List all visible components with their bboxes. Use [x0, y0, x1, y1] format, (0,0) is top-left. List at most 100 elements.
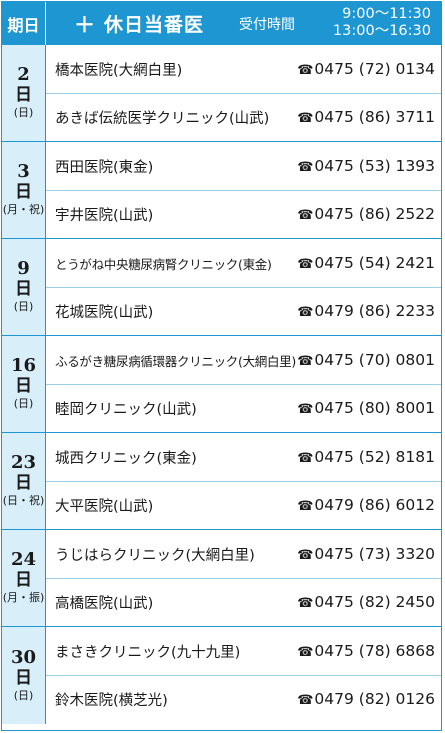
clinic-phone: ☎0475 (52) 8181 [297, 448, 435, 466]
clinic-name: まさきクリニック(九十九里) [55, 644, 241, 661]
clinic-name: 鈴木医院(横芝光) [55, 692, 168, 709]
date-day-char: 日 [15, 376, 32, 396]
date-cell: 2 日 (日) [2, 45, 46, 141]
clinic-name: 睦岡クリニック(山武) [55, 401, 197, 418]
telephone-icon: ☎ [297, 548, 314, 563]
table-title: ＋ 休日当番医 [74, 2, 204, 45]
clinic-row: 高橋医院(山武) ☎0475 (82) 2450 [46, 578, 441, 626]
clinic-row: あきば伝統医学クリニック(山武) ☎0475 (86) 3711 [46, 93, 441, 141]
clinic-phone: ☎0475 (70) 0801 [297, 351, 435, 369]
telephone-icon: ☎ [297, 208, 314, 223]
clinic-row: ふるがき糖尿病循環器クリニック(大網白里) ☎0475 (70) 0801 [46, 336, 441, 385]
date-group: 2 日 (日) 橋本医院(大網白里) ☎0475 (72) 0134 あきば伝統医学クリニ… [2, 45, 441, 142]
clinic-name: 高橋医院(山武) [55, 595, 154, 612]
date-group: 9 日 (日) とうがね中央糖尿病腎クリニック(東金) ☎0475 (54) 2421 花… [2, 239, 441, 336]
date-number: 3 [17, 161, 30, 182]
date-day-char: 日 [15, 570, 32, 590]
clinic-name: 大平医院(山武) [55, 498, 154, 515]
date-cell: 24 日 (月・振) [2, 530, 46, 626]
clinic-row: 鈴木医院(横芝光) ☎0479 (82) 0126 [46, 675, 441, 723]
phone-number: 0475 (80) 8001 [314, 399, 435, 417]
clinic-name: ふるがき糖尿病循環器クリニック(大網白里) [55, 353, 296, 369]
clinic-row: 睦岡クリニック(山武) ☎0475 (80) 8001 [46, 384, 441, 432]
date-weekday: (日) [13, 688, 34, 702]
date-day-char: 日 [15, 182, 32, 202]
clinic-row: まさきクリニック(九十九里) ☎0475 (78) 6868 [46, 627, 441, 676]
date-number: 30 [10, 646, 37, 668]
clinic-row: とうがね中央糖尿病腎クリニック(東金) ☎0475 (54) 2421 [46, 239, 441, 288]
hours-afternoon: 13:00〜16:30 [332, 23, 431, 39]
phone-number: 0475 (54) 2421 [314, 254, 435, 272]
date-group: 3 日 (月・祝) 西田医院(東金) ☎0475 (53) 1393 宇井医院(山武) ☎0… [2, 142, 441, 239]
date-day-char: 日 [15, 667, 32, 688]
phone-number: 0475 (72) 0134 [314, 60, 435, 78]
telephone-icon: ☎ [297, 645, 314, 660]
phone-number: 0475 (53) 1393 [314, 157, 435, 175]
telephone-icon: ☎ [297, 354, 314, 369]
telephone-icon: ☎ [297, 499, 314, 514]
hours-morning: 9:00〜11:30 [342, 6, 431, 22]
medical-cross-icon: ＋ [74, 12, 96, 37]
clinic-phone: ☎0475 (86) 3711 [297, 108, 435, 126]
clinic-phone: ☎0479 (86) 2233 [297, 302, 435, 320]
clinic-name: 花城医院(山武) [55, 304, 154, 321]
clinic-row: 城西クリニック(東金) ☎0475 (52) 8181 [46, 433, 441, 482]
clinic-row: 橋本医院(大網白里) ☎0475 (72) 0134 [46, 45, 441, 94]
clinic-row: 宇井医院(山武) ☎0475 (86) 2522 [46, 190, 441, 238]
table-header: 期日 ＋ 休日当番医 受付時間 9:00〜11:30 13:00〜16:30 [2, 2, 441, 45]
phone-number: 0475 (86) 3711 [314, 108, 435, 126]
date-number: 16 [10, 355, 37, 376]
date-cell: 9 日 (日) [2, 239, 46, 335]
date-weekday: (日) [13, 397, 34, 410]
phone-number: 0475 (73) 3320 [314, 545, 435, 563]
reception-hours: 9:00〜11:30 13:00〜16:30 [333, 6, 431, 40]
clinic-phone: ☎0475 (86) 2522 [297, 205, 435, 223]
clinic-name: とうがね中央糖尿病腎クリニック(東金) [55, 256, 272, 272]
date-weekday: (月・振) [2, 591, 45, 604]
date-weekday: (日) [13, 106, 34, 119]
date-group: 16 日 (日) ふるがき糖尿病循環器クリニック(大網白里) ☎0475 (70) 08… [2, 336, 441, 433]
date-cell: 30 日 (日) [2, 627, 46, 724]
clinic-phone: ☎0479 (82) 0126 [297, 690, 435, 708]
clinic-row: 西田医院(東金) ☎0475 (53) 1393 [46, 142, 441, 191]
telephone-icon: ☎ [297, 451, 314, 466]
title-text: 休日当番医 [104, 14, 205, 36]
clinic-phone: ☎0475 (72) 0134 [297, 60, 435, 78]
clinic-name: うじはらクリニック(大網白里) [55, 547, 255, 564]
telephone-icon: ☎ [297, 160, 314, 175]
clinic-phone: ☎0475 (78) 6868 [297, 642, 435, 660]
clinic-phone: ☎0475 (80) 8001 [297, 399, 435, 417]
telephone-icon: ☎ [297, 111, 314, 126]
phone-number: 0475 (78) 6868 [314, 642, 435, 660]
phone-number: 0475 (70) 0801 [314, 351, 435, 369]
clinic-name: あきば伝統医学クリニック(山武) [55, 110, 270, 127]
telephone-icon: ☎ [297, 402, 314, 417]
date-number: 9 [17, 258, 30, 279]
telephone-icon: ☎ [297, 596, 314, 611]
date-group: 23 日 (日・祝) 城西クリニック(東金) ☎0475 (52) 8181 大平医院(山… [2, 433, 441, 530]
date-day-char: 日 [15, 85, 32, 105]
clinic-name: 橋本医院(大網白里) [55, 62, 183, 79]
clinic-phone: ☎0475 (53) 1393 [297, 157, 435, 175]
clinic-phone: ☎0475 (82) 2450 [297, 593, 435, 611]
date-day-char: 日 [15, 473, 32, 493]
date-weekday: (月・祝) [2, 203, 45, 216]
clinic-phone: ☎0479 (86) 6012 [297, 496, 435, 514]
table-body: 2 日 (日) 橋本医院(大網白里) ☎0475 (72) 0134 あきば伝統医学クリニ… [2, 45, 441, 724]
clinic-name: 宇井医院(山武) [55, 207, 154, 224]
date-number: 2 [17, 64, 30, 85]
date-number: 24 [10, 549, 37, 570]
clinic-name: 城西クリニック(東金) [55, 450, 197, 467]
date-cell: 23 日 (日・祝) [2, 433, 46, 529]
phone-number: 0479 (82) 0126 [314, 690, 435, 708]
date-weekday: (日・祝) [2, 494, 45, 507]
day-column-header: 期日 [2, 2, 46, 45]
telephone-icon: ☎ [297, 693, 314, 708]
phone-number: 0475 (52) 8181 [314, 448, 435, 466]
telephone-icon: ☎ [297, 63, 314, 78]
clinic-row: 大平医院(山武) ☎0479 (86) 6012 [46, 481, 441, 529]
clinic-phone: ☎0475 (54) 2421 [297, 254, 435, 272]
date-day-char: 日 [15, 279, 32, 299]
date-group: 24 日 (月・振) うじはらクリニック(大網白里) ☎0475 (73) 3320 高橋… [2, 530, 441, 627]
